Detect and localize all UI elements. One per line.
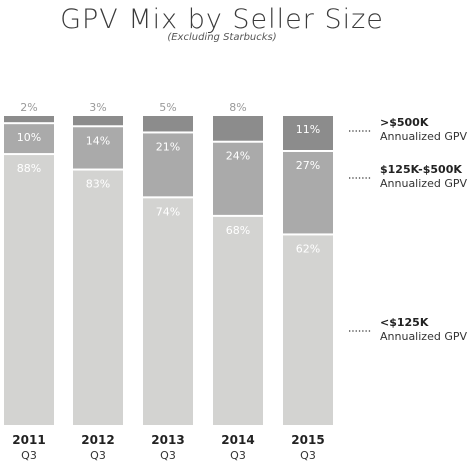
data-label-gt500k-2011: 2% — [20, 101, 37, 114]
x-tick-label-2014: 2014 — [221, 433, 254, 447]
x-tick-sublabel-2015: Q3 — [300, 449, 316, 462]
bar-lt125k-2011 — [4, 155, 54, 425]
legend-label-125k-500k: $125K-$500K — [380, 163, 462, 176]
data-label-125k-500k-2015: 27% — [296, 159, 320, 172]
legend-sublabel-lt125k: Annualized GPV — [380, 330, 467, 343]
bar-125k-500k-2015 — [283, 151, 333, 234]
data-label-gt500k-2014: 8% — [229, 101, 246, 114]
chart-subtitle: (Excluding Starbucks) — [167, 32, 276, 43]
chart-title: GPV Mix by Seller Size — [60, 4, 384, 35]
data-label-lt125k-2015: 62% — [296, 242, 320, 255]
data-label-125k-500k-2014: 24% — [226, 150, 250, 163]
x-tick-label-2015: 2015 — [291, 433, 324, 447]
bar-lt125k-2013 — [143, 198, 193, 425]
x-tick-sublabel-2014: Q3 — [230, 449, 246, 462]
bar-125k-500k-2012 — [73, 127, 123, 169]
x-tick-label-2011: 2011 — [12, 433, 45, 447]
data-label-lt125k-2014: 68% — [226, 224, 250, 237]
data-label-lt125k-2012: 83% — [86, 178, 110, 191]
data-label-125k-500k-2012: 14% — [86, 134, 110, 147]
bar-gt500k-2014 — [213, 116, 263, 141]
data-label-125k-500k-2011: 10% — [17, 131, 41, 144]
data-label-125k-500k-2013: 21% — [156, 140, 180, 153]
data-label-gt500k-2013: 5% — [159, 101, 176, 114]
x-tick-label-2013: 2013 — [151, 433, 184, 447]
x-tick-sublabel-2012: Q3 — [90, 449, 106, 462]
legend-sublabel-gt500k: Annualized GPV — [380, 130, 467, 143]
legend-label-lt125k: <$125K — [380, 316, 429, 329]
data-label-gt500k-2015: 11% — [296, 123, 320, 136]
data-label-lt125k-2013: 74% — [156, 205, 180, 218]
bars-group: 88% 10% 2% 83% 14% 3% 74% 21% 5% 68% 24% 8% 62% 27% 11… — [4, 101, 333, 425]
bar-125k-500k-2013 — [143, 133, 193, 197]
x-tick-label-2012: 2012 — [81, 433, 114, 447]
bar-lt125k-2015 — [283, 235, 333, 425]
bar-gt500k-2011 — [4, 116, 54, 123]
bar-gt500k-2013 — [143, 116, 193, 132]
legend-sublabel-125k-500k: Annualized GPV — [380, 177, 467, 190]
x-axis-labels: 2011 Q3 2012 Q3 2013 Q3 2014 Q3 2015 Q3 — [12, 433, 324, 462]
bar-lt125k-2012 — [73, 170, 123, 425]
bar-gt500k-2015 — [283, 116, 333, 150]
bar-lt125k-2014 — [213, 216, 263, 425]
data-label-lt125k-2011: 88% — [17, 162, 41, 175]
bar-125k-500k-2014 — [213, 142, 263, 215]
x-tick-sublabel-2011: Q3 — [21, 449, 37, 462]
data-label-gt500k-2012: 3% — [89, 101, 106, 114]
bar-125k-500k-2011 — [4, 124, 54, 154]
x-tick-sublabel-2013: Q3 — [160, 449, 176, 462]
legend-label-gt500k: >$500K — [380, 116, 429, 129]
bar-gt500k-2012 — [73, 116, 123, 126]
